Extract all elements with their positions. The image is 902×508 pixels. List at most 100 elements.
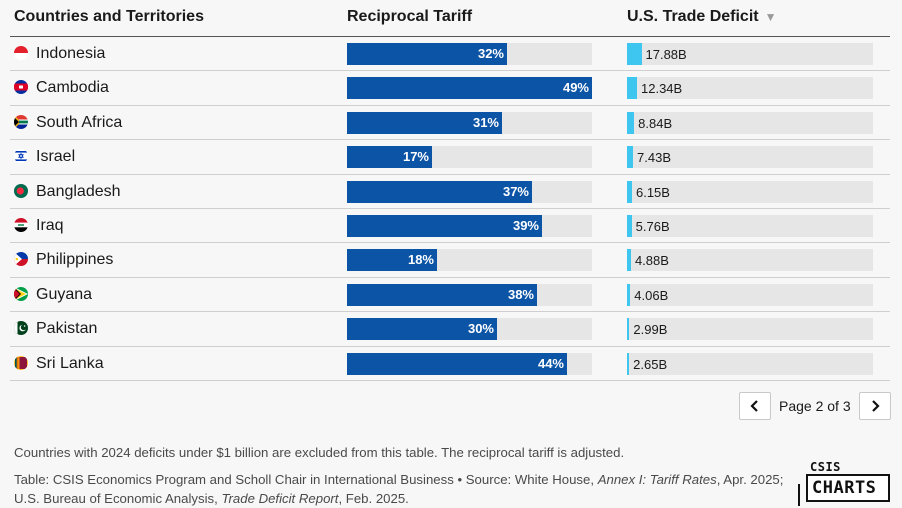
deficit-value-label: 8.84B: [638, 115, 673, 131]
table-row: Bangladesh 37% 6.15B: [10, 175, 890, 209]
country-name: South Africa: [36, 113, 123, 131]
deficit-bar: [627, 352, 630, 375]
row-divider: [10, 139, 890, 141]
tariff-bar-track: 17%: [347, 146, 592, 169]
deficit-bar-track: 4.06B: [627, 283, 873, 306]
tariff-bar: 32%: [347, 43, 507, 65]
bangladesh-flag-icon: [14, 183, 28, 198]
tariff-bar: 31%: [347, 111, 502, 134]
tariff-bar: 30%: [347, 318, 497, 341]
cambodia-flag-icon: [14, 80, 28, 95]
deficit-value-label: 2.65B: [633, 356, 668, 372]
iraq-flag-icon: [14, 218, 28, 232]
deficit-bar: [627, 43, 642, 65]
source-doc-tariff-rates: Annex I: Tariff Rates: [597, 472, 717, 487]
pagination: Page 2 of 3: [739, 392, 891, 420]
country-name: Pakistan: [36, 320, 98, 338]
row-divider: [10, 242, 890, 244]
deficit-bar-track: 12.34B: [627, 77, 873, 100]
page-indicator: Page 2 of 3: [779, 398, 851, 414]
logo-box: CHARTS: [806, 474, 890, 502]
deficit-bar: [627, 249, 631, 272]
country-name: Indonesia: [36, 45, 106, 62]
chevron-right-icon: [872, 400, 880, 412]
deficit-value-label: 6.15B: [635, 184, 670, 200]
tariff-value-label: 49%: [562, 80, 589, 96]
table-row: Philippines 18% 4.88B: [10, 243, 890, 278]
logo-stem: [798, 484, 800, 506]
tariff-value-label: 44%: [537, 355, 564, 371]
deficit-value-label: 4.06B: [634, 287, 669, 303]
tariff-bar: 39%: [347, 215, 542, 237]
deficit-value-label: 17.88B: [645, 47, 687, 62]
deficit-column-label: U.S. Trade Deficit: [627, 8, 759, 25]
country-name: Philippines: [36, 251, 114, 269]
philippines-flag-icon: [14, 252, 28, 267]
deficit-bar: [627, 77, 637, 100]
deficit-bar-track: 17.88B: [627, 43, 873, 65]
deficit-bar: [627, 318, 630, 341]
deficit-value-label: 4.88B: [634, 253, 669, 269]
row-divider: [10, 311, 890, 313]
deficit-bar-track: 2.65B: [627, 352, 873, 375]
deficit-bar: [627, 180, 632, 203]
tariff-bar: 37%: [347, 180, 532, 203]
table-row: Guyana 38% 4.06B: [10, 278, 890, 313]
sort-descending-icon[interactable]: ▼: [764, 10, 777, 24]
deficit-bar: [627, 283, 631, 306]
tariff-bar-track: 37%: [347, 180, 592, 203]
tariff-bar-track: 39%: [347, 215, 592, 237]
tariff-bar-track: 49%: [347, 77, 592, 100]
source-middle: , Apr. 2025; U.S. Bureau of Economic Ana…: [14, 472, 784, 506]
source-doc-trade-deficit: Trade Deficit Report: [221, 491, 339, 506]
source-end: , Feb. 2025.: [338, 491, 409, 506]
logo-charts-text: CHARTS: [812, 478, 877, 498]
country-name: Israel: [36, 148, 76, 166]
logo-csis-text: CSIS: [810, 460, 841, 474]
tariff-value-label: 37%: [502, 183, 529, 199]
tariff-bar: 49%: [347, 77, 592, 100]
deficit-bar: [627, 146, 634, 169]
row-divider: [10, 276, 890, 278]
csis-charts-logo: CSIS CHARTS: [798, 460, 890, 506]
country-name: Sri Lanka: [36, 354, 104, 372]
row-divider: [10, 207, 890, 209]
previous-page-button[interactable]: [739, 392, 771, 420]
tariff-value-label: 18%: [407, 252, 434, 268]
tariff-value-label: 32%: [477, 46, 504, 61]
table-row: South Africa 31% 8.84B: [10, 106, 890, 141]
country-column-header[interactable]: Countries and Territories: [14, 8, 204, 25]
header-divider: [10, 36, 890, 37]
deficit-bar-track: 8.84B: [627, 111, 873, 134]
deficit-bar-track: 5.76B: [627, 215, 873, 237]
tariff-value-label: 30%: [467, 321, 494, 337]
tariff-column-header[interactable]: Reciprocal Tariff: [347, 8, 473, 25]
guyana-flag-icon: [14, 286, 28, 301]
table-row: Iraq 39% 5.76B: [10, 209, 890, 244]
deficit-value-label: 5.76B: [635, 219, 670, 234]
deficit-bar-track: 4.88B: [627, 249, 873, 272]
next-page-button[interactable]: [859, 392, 891, 420]
sri-lanka-flag-icon: [14, 355, 28, 370]
table-header: Countries and Territories Reciprocal Tar…: [0, 0, 902, 36]
country-name: Bangladesh: [36, 182, 121, 200]
tariff-value-label: 38%: [507, 286, 534, 302]
deficit-value-label: 2.99B: [633, 322, 668, 338]
deficit-column-header[interactable]: U.S. Trade Deficit ▼: [627, 8, 776, 26]
row-divider: [10, 345, 890, 347]
tariff-bar-track: 31%: [347, 111, 592, 134]
tariff-value-label: 39%: [512, 218, 539, 233]
tariff-bar-track: 18%: [347, 249, 592, 272]
source-prefix: Table: CSIS Economics Program and Scholl…: [14, 472, 598, 487]
row-divider: [10, 104, 890, 106]
table-row: Sri Lanka 44% 2.65B: [10, 347, 890, 381]
country-name: Cambodia: [36, 79, 109, 97]
chevron-left-icon: [750, 400, 758, 412]
pakistan-flag-icon: [14, 321, 28, 336]
deficit-bar-track: 7.43B: [627, 146, 873, 169]
tariff-bar: 18%: [347, 249, 437, 272]
table-row: Cambodia 49% 12.34B: [10, 71, 890, 106]
table-row: Indonesia 32% 17.88B: [10, 37, 890, 72]
source-citation: Table: CSIS Economics Program and Scholl…: [14, 470, 794, 508]
tariff-bar-track: 30%: [347, 318, 592, 341]
